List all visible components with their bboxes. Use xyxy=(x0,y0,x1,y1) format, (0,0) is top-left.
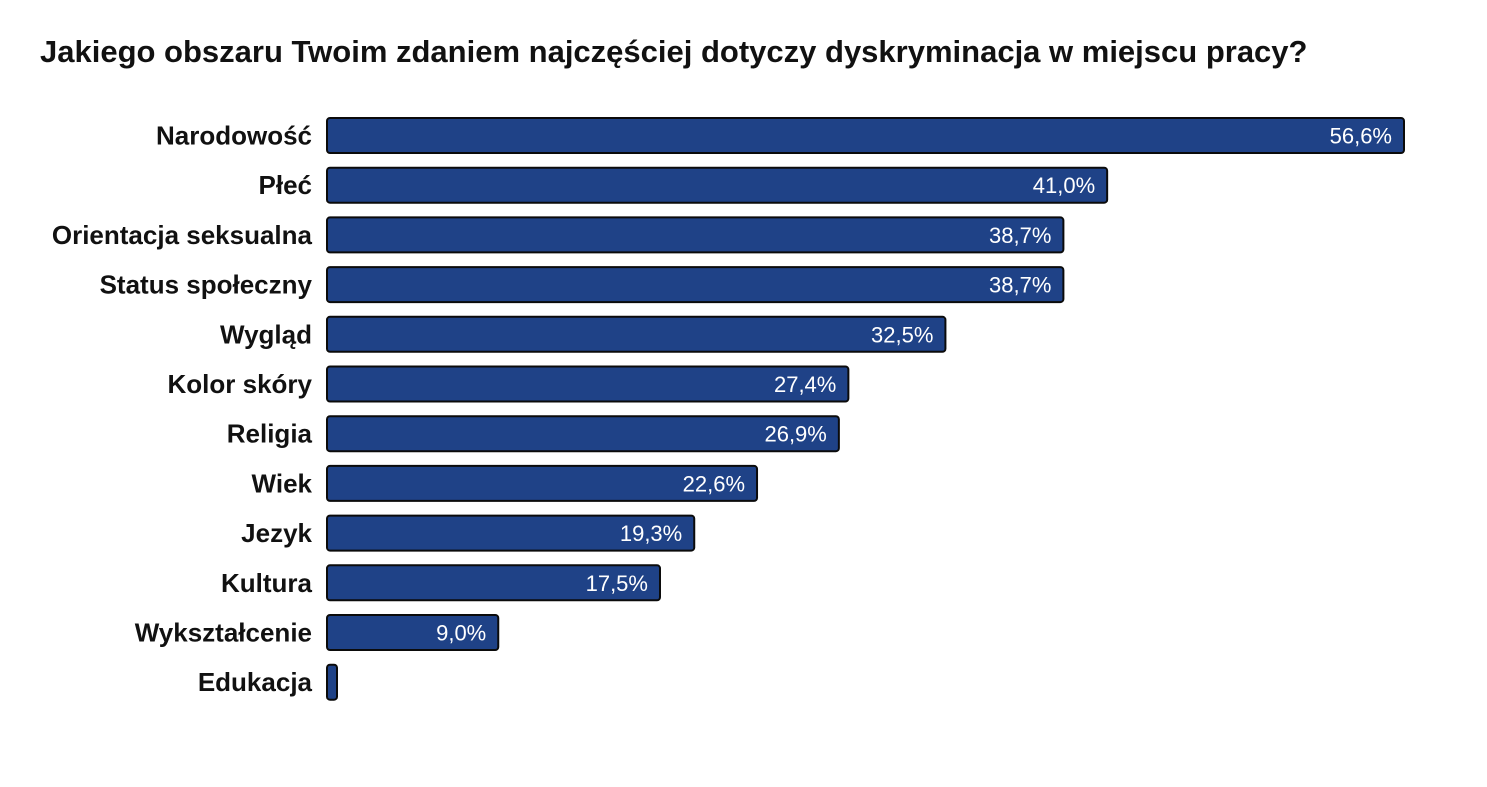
bar-9 xyxy=(326,564,661,602)
bar-5 xyxy=(326,365,850,403)
bar-7 xyxy=(326,464,759,502)
value-label: 27,4% xyxy=(774,372,836,397)
value-label: 56,6% xyxy=(1330,124,1392,149)
bar-0 xyxy=(326,117,1405,154)
value-label: 32,5% xyxy=(871,322,933,347)
category-label: Wykształcenie xyxy=(135,618,312,648)
value-label: 38,7% xyxy=(989,223,1051,248)
value-label: 19,3% xyxy=(620,521,682,546)
category-label: Orientacja seksualna xyxy=(52,220,313,250)
category-label: Religia xyxy=(227,419,313,449)
bar-2 xyxy=(326,216,1065,254)
bar-10 xyxy=(326,614,500,651)
value-label: 22,6% xyxy=(683,471,745,496)
chart-title: Jakiego obszaru Twoim zdaniem najczęście… xyxy=(40,34,1308,69)
category-label: Kultura xyxy=(221,568,313,598)
bar-3 xyxy=(326,266,1065,304)
category-label: Kolor skóry xyxy=(168,369,313,399)
value-label: 17,5% xyxy=(586,571,648,596)
bar-4 xyxy=(326,315,947,353)
value-label: 9,0% xyxy=(436,621,486,646)
bar-1 xyxy=(326,166,1109,204)
category-label: Wiek xyxy=(252,468,313,498)
value-label: 38,7% xyxy=(989,273,1051,298)
category-label: Narodowość xyxy=(156,121,312,151)
bar-11 xyxy=(326,663,338,701)
category-label: Edukacja xyxy=(198,667,313,697)
category-label: Płeć xyxy=(259,170,313,200)
bar-6 xyxy=(326,415,840,453)
category-label: Wygląd xyxy=(220,319,312,349)
category-label: Status społeczny xyxy=(100,270,313,300)
category-label: Jezyk xyxy=(241,518,312,548)
value-label: 41,0% xyxy=(1033,173,1095,198)
bar-8 xyxy=(326,514,696,552)
value-label: 26,9% xyxy=(764,422,826,447)
